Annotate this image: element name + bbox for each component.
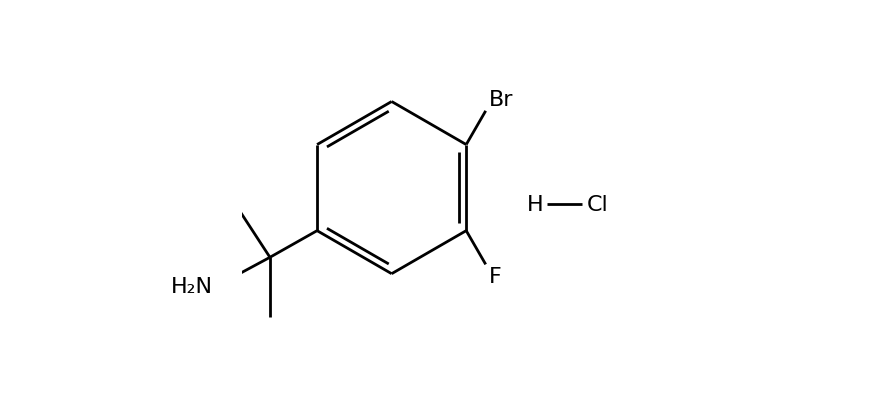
Text: Cl: Cl [586, 195, 608, 214]
Text: F: F [489, 267, 502, 287]
Text: Br: Br [489, 90, 513, 110]
Text: H: H [527, 195, 544, 214]
Text: H₂N: H₂N [172, 276, 214, 296]
